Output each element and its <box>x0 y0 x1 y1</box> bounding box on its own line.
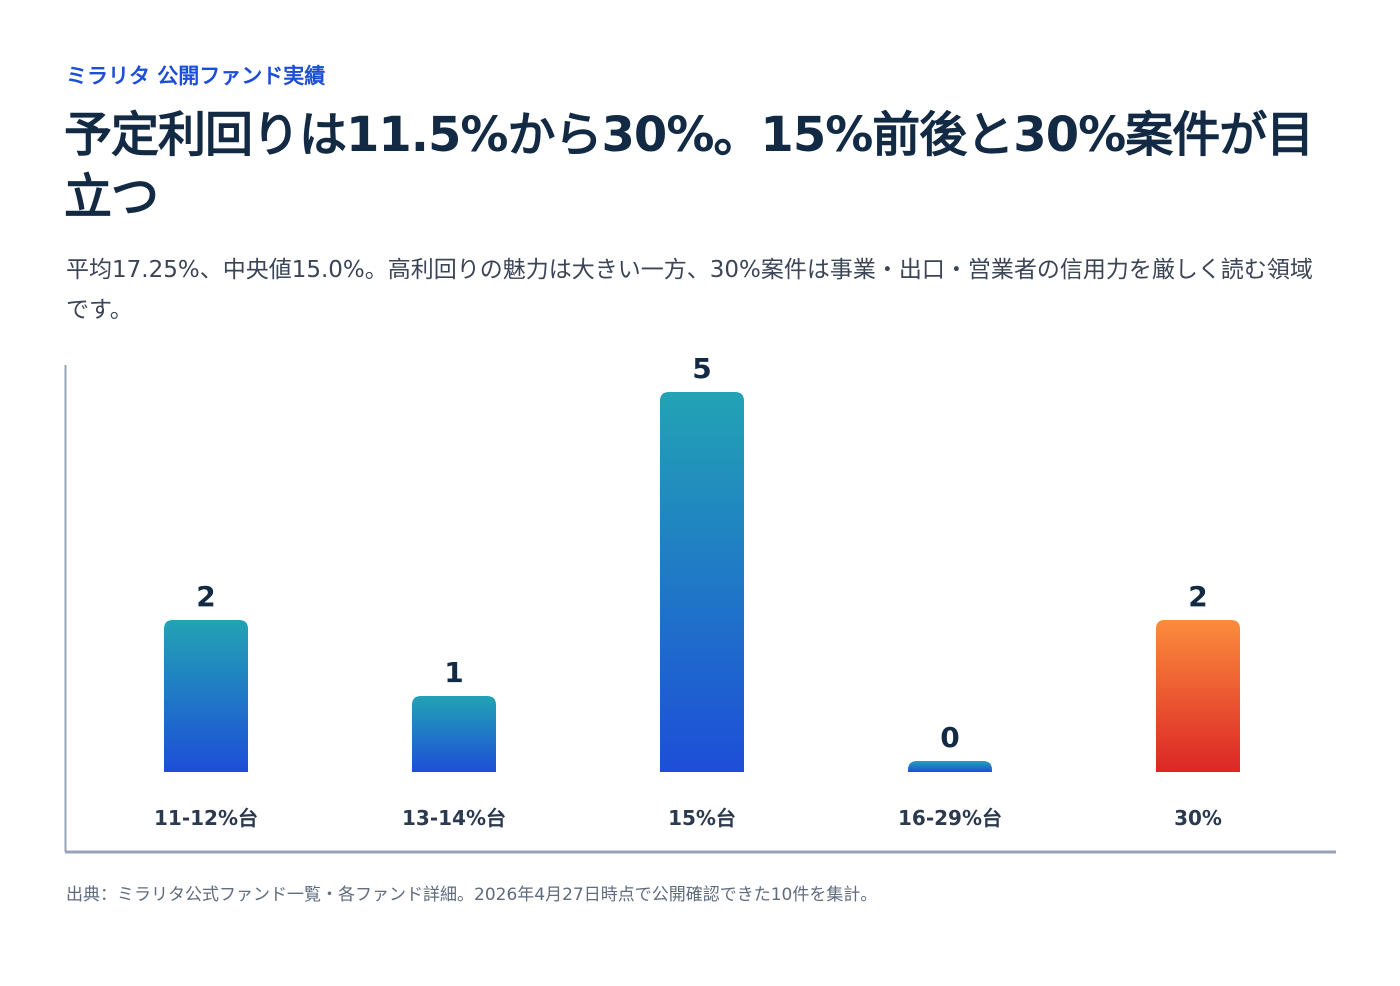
bar-16-29%台 <box>908 761 992 772</box>
bar-30% <box>1156 620 1240 772</box>
data-label: 2 <box>1188 580 1207 613</box>
x-tick-label: 13-14%台 <box>402 806 506 830</box>
data-label: 2 <box>196 580 215 613</box>
bar-11-12%台 <box>164 620 248 772</box>
data-label: 5 <box>692 352 711 385</box>
x-tick-label: 15%台 <box>668 806 736 830</box>
bar-15%台 <box>660 392 744 772</box>
page-title: 予定利回りは11.5%から30%。15%前後と30%案件が目立つ <box>64 107 1314 225</box>
data-label: 1 <box>444 656 463 689</box>
data-label: 0 <box>940 721 959 754</box>
subtitle: 平均17.25%、中央値15.0%。高利回りの魅力は大きい一方、30%案件は事業… <box>66 257 1313 323</box>
source-note: 出典：ミラリタ公式ファンド一覧・各ファンド詳細。2026年4月27日時点で公開確… <box>66 885 878 905</box>
x-tick-label: 16-29%台 <box>898 806 1002 830</box>
x-tick-label: 30% <box>1174 806 1222 830</box>
bar-13-14%台 <box>412 696 496 772</box>
x-tick-label: 11-12%台 <box>154 806 258 830</box>
eyebrow: ミラリタ 公開ファンド実績 <box>66 64 326 88</box>
